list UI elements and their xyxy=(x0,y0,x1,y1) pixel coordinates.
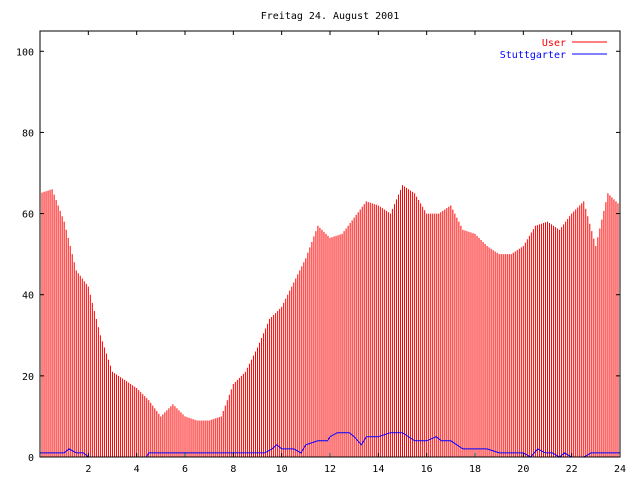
x-tick-label: 6 xyxy=(182,464,188,475)
legend: User Stuttgarter xyxy=(500,38,607,61)
y-tick-label: 20 xyxy=(22,372,34,383)
user-bars xyxy=(39,185,621,457)
y-tick-label: 60 xyxy=(22,210,34,221)
x-tick-label: 14 xyxy=(372,464,384,475)
legend-stuttgarter-label: Stuttgarter xyxy=(500,50,566,61)
x-tick-label: 16 xyxy=(421,464,433,475)
x-tick-label: 24 xyxy=(614,464,626,475)
legend-user-label: User xyxy=(542,38,566,49)
y-tick-label: 40 xyxy=(22,291,34,302)
y-tick-label: 0 xyxy=(28,453,34,464)
y-tick-label: 100 xyxy=(16,47,34,58)
y-tick-label: 80 xyxy=(22,128,34,139)
x-tick-label: 22 xyxy=(566,464,578,475)
x-axis-ticks: 2 4 6 8 10 12 14 16 18 20 22 24 xyxy=(85,31,626,475)
x-tick-label: 4 xyxy=(134,464,140,475)
x-tick-label: 8 xyxy=(230,464,236,475)
x-tick-label: 10 xyxy=(276,464,288,475)
x-tick-label: 20 xyxy=(517,464,529,475)
x-tick-label: 12 xyxy=(324,464,336,475)
x-tick-label: 18 xyxy=(469,464,481,475)
x-tick-label: 2 xyxy=(85,464,91,475)
y-axis-ticks: 0 20 40 60 80 100 xyxy=(16,47,620,464)
chart-title: Freitag 24. August 2001 xyxy=(261,11,399,22)
